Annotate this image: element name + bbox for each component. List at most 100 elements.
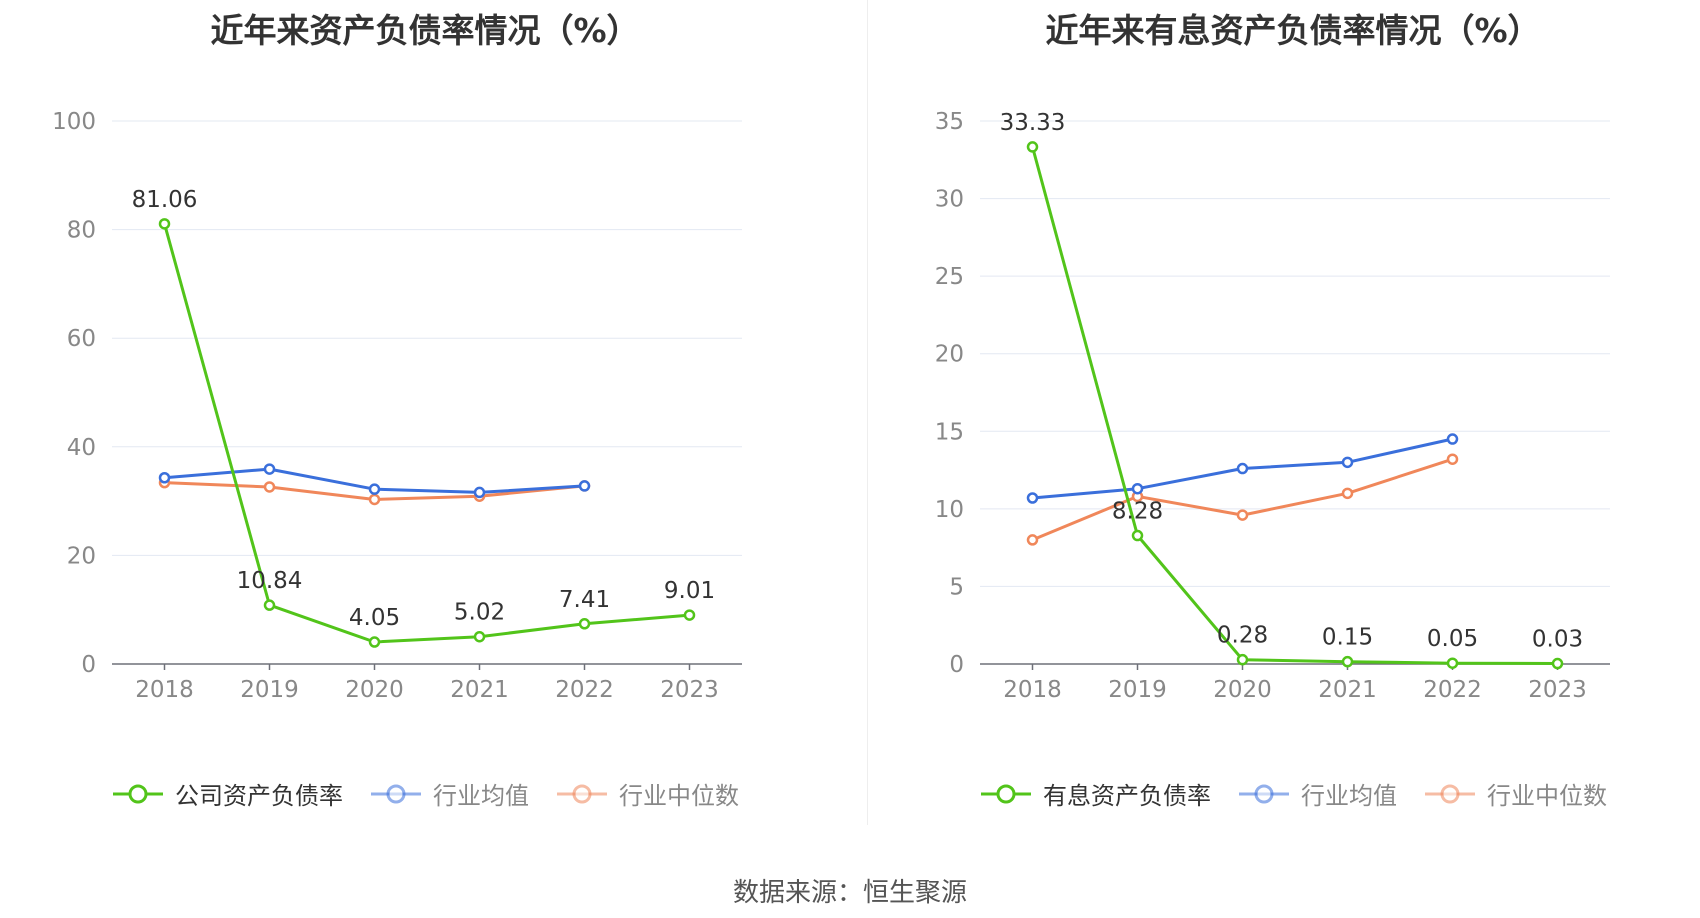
data-point — [1236, 509, 1249, 521]
legend-item[interactable]: 行业中位数 — [555, 776, 739, 811]
y-tick-label: 100 — [52, 109, 96, 135]
legend-marker — [128, 784, 148, 803]
legend-marker — [996, 784, 1016, 803]
data-point — [473, 486, 486, 499]
x-tick-label: 2022 — [555, 677, 614, 703]
y-tick-label: 5 — [949, 574, 964, 600]
x-tick-label: 2019 — [240, 677, 299, 703]
x-tick-label: 2019 — [1108, 677, 1167, 703]
y-tick-label: 0 — [81, 652, 96, 678]
data-label: 0.28 — [1217, 623, 1268, 649]
legend-label: 行业中位数 — [619, 782, 739, 810]
chart-panel-interest-bearing-liability: 近年来有息资产负债率情况（%） 0 5 10 15 20 25 30 35 2018 2019 20… — [868, 0, 1700, 830]
data-point — [1131, 482, 1144, 495]
data-label: 33.33 — [1000, 110, 1066, 136]
legend-marker — [1440, 784, 1460, 803]
data-point — [368, 636, 381, 648]
legend-label: 公司资产负债率 — [175, 782, 343, 810]
x-tick-label: 2018 — [1003, 677, 1062, 703]
legend-item[interactable]: 公司资产负债率 — [111, 776, 343, 811]
legend-line-marker-icon — [1239, 784, 1289, 803]
data-label: 10.84 — [237, 568, 303, 594]
y-tick-label: 15 — [935, 419, 964, 445]
y-tick-label: 0 — [949, 652, 964, 678]
x-tick-label: 2021 — [450, 677, 509, 703]
data-point — [473, 630, 486, 643]
legend-line-marker-icon — [981, 784, 1031, 803]
x-tick-label: 2020 — [1213, 677, 1272, 703]
data-point — [578, 480, 591, 492]
data-label: 8.28 — [1112, 499, 1163, 525]
y-tick-label: 25 — [935, 264, 964, 290]
legend-line-marker-icon — [113, 784, 163, 803]
y-tick-label: 30 — [935, 187, 964, 213]
x-tick-label: 2023 — [1528, 677, 1587, 703]
legend-label: 有息资产负债率 — [1043, 782, 1211, 810]
data-label: 4.05 — [349, 605, 400, 631]
data-point — [1131, 529, 1144, 542]
data-label: 9.01 — [664, 578, 715, 604]
data-point — [263, 463, 276, 475]
x-tick-label: 2021 — [1318, 677, 1377, 703]
legend-marker — [572, 784, 592, 803]
data-point — [1446, 657, 1459, 669]
data-point — [158, 472, 171, 484]
data-point — [1341, 456, 1354, 469]
data-point — [1446, 433, 1459, 445]
y-tick-label: 35 — [935, 109, 964, 135]
y-tick-label: 20 — [935, 342, 964, 368]
data-source-note: 数据来源：恒生聚源 — [732, 878, 967, 908]
data-point — [263, 599, 276, 611]
legend-label: 行业均值 — [433, 782, 529, 810]
chart-legend: 公司资产负债率 行业均值 行业中位数 — [0, 776, 850, 811]
data-point — [1341, 655, 1354, 668]
data-point — [578, 618, 591, 630]
legend-item[interactable]: 行业均值 — [1237, 776, 1397, 811]
legend-item[interactable]: 行业均值 — [369, 776, 529, 811]
data-label: 0.03 — [1532, 627, 1583, 653]
line-chart-plot: 0 20 40 60 80 100 2018 2019 2020 2021 2022 2023 81.0… — [52, 109, 742, 703]
chart-panel-asset-liability: 近年来资产负债率情况（%） 0 20 40 60 80 100 2018 2019 2020 20… — [0, 0, 850, 830]
data-point — [1026, 534, 1039, 546]
legend-marker — [1254, 784, 1274, 803]
line-chart-plot: 0 5 10 15 20 25 30 35 2018 2019 2020 2021 2022 2023 33… — [935, 109, 1610, 703]
legend-item[interactable]: 有息资产负债率 — [979, 776, 1211, 811]
x-tick-label: 2020 — [345, 677, 404, 703]
data-label: 7.41 — [559, 587, 610, 613]
data-point — [1236, 462, 1249, 475]
x-tick-label: 2023 — [660, 677, 719, 703]
x-tick-label: 2018 — [135, 677, 194, 703]
y-tick-label: 60 — [67, 326, 96, 352]
legend-line-marker-icon — [371, 784, 421, 803]
data-point — [368, 493, 381, 506]
chart-legend: 有息资产负债率 行业均值 行业中位数 — [868, 776, 1700, 811]
x-tick-label: 2022 — [1423, 677, 1482, 703]
data-point — [368, 483, 381, 495]
series-line — [163, 223, 690, 644]
data-point — [683, 609, 696, 621]
data-point — [1236, 653, 1249, 666]
data-point — [1341, 487, 1354, 500]
legend-label: 行业中位数 — [1487, 782, 1607, 810]
series-line — [1031, 146, 1558, 665]
data-point — [263, 481, 276, 493]
data-point — [158, 218, 171, 230]
legend-line-marker-icon — [557, 784, 607, 803]
y-tick-label: 80 — [67, 218, 96, 244]
y-tick-label: 40 — [67, 435, 96, 461]
data-point — [1551, 657, 1564, 670]
legend-label: 行业均值 — [1301, 782, 1397, 810]
data-label: 0.05 — [1427, 626, 1478, 652]
chart-title: 近年来资产负债率情况（%） — [210, 11, 640, 50]
legend-line-marker-icon — [1425, 784, 1475, 803]
data-label: 0.15 — [1322, 625, 1373, 651]
y-tick-label: 10 — [935, 497, 964, 523]
data-point — [1026, 492, 1039, 504]
data-point — [1446, 453, 1459, 465]
data-point — [1026, 141, 1039, 153]
legend-item[interactable]: 行业中位数 — [1423, 776, 1607, 811]
panel-divider — [867, 0, 868, 825]
chart-title: 近年来有息资产负债率情况（%） — [1045, 11, 1541, 50]
data-label: 5.02 — [454, 600, 505, 626]
y-tick-label: 20 — [67, 543, 96, 569]
